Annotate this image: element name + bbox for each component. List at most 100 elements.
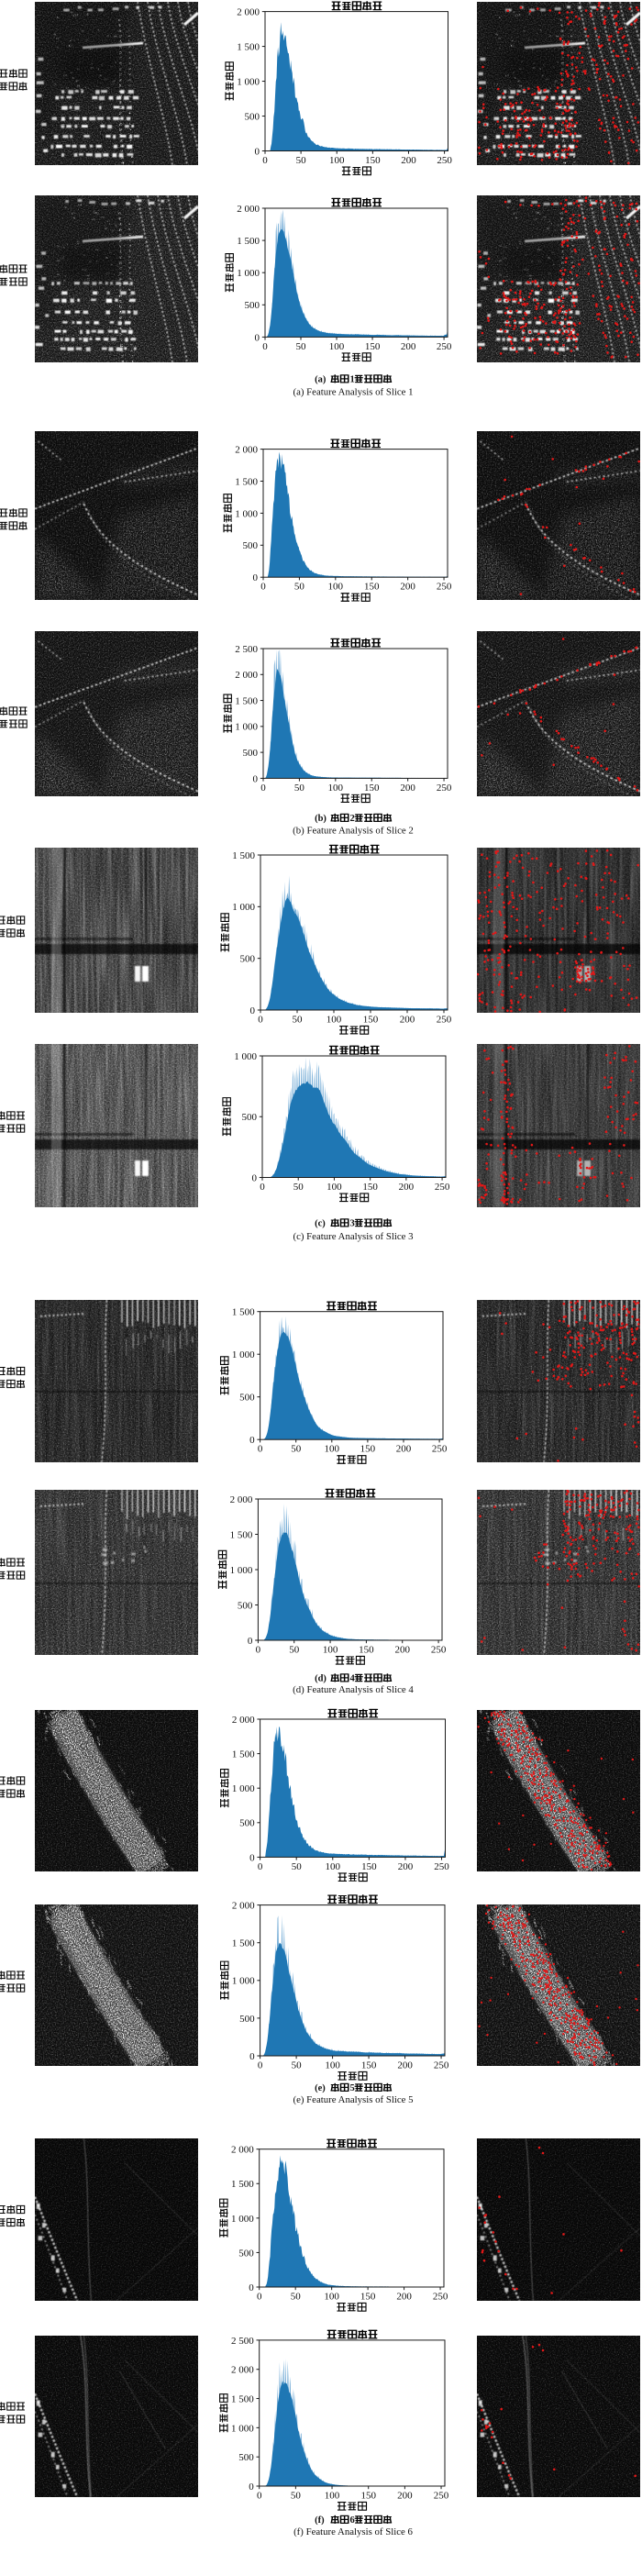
svg-text:250: 250 <box>437 341 452 352</box>
svg-text:(b) Feature Analysis of Slice: (b) Feature Analysis of Slice 2 <box>293 826 414 837</box>
svg-text:0: 0 <box>258 2060 263 2071</box>
svg-text:1 500: 1 500 <box>232 850 255 861</box>
svg-text:2 000: 2 000 <box>232 1715 255 1726</box>
svg-text:150: 150 <box>360 1444 376 1455</box>
svg-text:2 000: 2 000 <box>237 7 260 18</box>
svg-text:250: 250 <box>432 1444 448 1455</box>
svg-text:0: 0 <box>248 1636 253 1647</box>
svg-text:500: 500 <box>239 1818 255 1829</box>
svg-text:0: 0 <box>260 1182 265 1193</box>
svg-text:3: 3 <box>350 1219 355 1229</box>
svg-text:50: 50 <box>292 2060 303 2071</box>
svg-text:250: 250 <box>433 2292 448 2303</box>
svg-text:0: 0 <box>255 146 260 157</box>
svg-text:500: 500 <box>238 2248 254 2259</box>
svg-text:0: 0 <box>257 2292 262 2303</box>
svg-text:50: 50 <box>292 1861 303 1872</box>
svg-text:2 000: 2 000 <box>232 1901 255 1912</box>
svg-text:200: 200 <box>394 1645 410 1656</box>
svg-text:150: 150 <box>361 2060 377 2071</box>
svg-text:200: 200 <box>401 155 416 166</box>
svg-text:0: 0 <box>260 582 266 593</box>
svg-text:250: 250 <box>434 1861 449 1872</box>
svg-text:0: 0 <box>257 2491 262 2502</box>
svg-text:1 500: 1 500 <box>231 2179 254 2190</box>
svg-text:(c) Feature Analysis of Slice: (c) Feature Analysis of Slice 3 <box>293 1231 413 1242</box>
svg-text:200: 200 <box>396 1444 412 1455</box>
svg-text:250: 250 <box>437 155 452 166</box>
svg-text:2 000: 2 000 <box>237 204 260 215</box>
svg-text:50: 50 <box>296 341 307 352</box>
svg-text:200: 200 <box>399 1182 415 1193</box>
svg-text:(f): (f) <box>315 2515 325 2526</box>
svg-text:250: 250 <box>437 1015 452 1026</box>
svg-text:1 000: 1 000 <box>231 2214 254 2225</box>
svg-text:150: 150 <box>360 2292 376 2303</box>
svg-text:250: 250 <box>431 1645 447 1656</box>
svg-text:100: 100 <box>329 155 345 166</box>
svg-text:1 500: 1 500 <box>237 236 260 247</box>
svg-text:(a) Feature Analysis of Slice: (a) Feature Analysis of Slice 1 <box>293 387 413 398</box>
svg-text:0: 0 <box>262 341 268 352</box>
svg-text:150: 150 <box>364 783 380 794</box>
svg-text:50: 50 <box>289 1645 300 1656</box>
svg-text:0: 0 <box>258 1444 263 1455</box>
svg-text:150: 150 <box>365 155 381 166</box>
svg-text:1 000: 1 000 <box>237 268 260 279</box>
svg-text:500: 500 <box>242 1112 258 1123</box>
svg-text:500: 500 <box>245 300 260 311</box>
svg-text:1 000: 1 000 <box>230 1565 253 1576</box>
svg-text:(a): (a) <box>315 375 327 385</box>
svg-text:2: 2 <box>350 814 355 824</box>
svg-text:1 000: 1 000 <box>231 2423 254 2434</box>
svg-text:0: 0 <box>249 1852 255 1863</box>
svg-text:1 000: 1 000 <box>232 902 255 913</box>
svg-text:100: 100 <box>328 582 344 593</box>
svg-text:1 000: 1 000 <box>232 1349 255 1360</box>
svg-text:100: 100 <box>325 1444 340 1455</box>
svg-text:1 500: 1 500 <box>232 1307 255 1318</box>
svg-text:1 000: 1 000 <box>232 1783 255 1794</box>
svg-text:150: 150 <box>362 1182 378 1193</box>
svg-text:(f) Feature Analysis of Slice: (f) Feature Analysis of Slice 6 <box>293 2526 413 2537</box>
svg-text:2 000: 2 000 <box>235 445 258 456</box>
svg-text:100: 100 <box>329 341 345 352</box>
svg-text:100: 100 <box>327 1015 342 1026</box>
svg-text:2 000: 2 000 <box>231 2145 254 2156</box>
svg-text:250: 250 <box>435 1182 450 1193</box>
svg-text:200: 200 <box>397 2060 413 2071</box>
svg-text:0: 0 <box>255 332 260 343</box>
svg-text:1 500: 1 500 <box>235 476 258 487</box>
svg-text:150: 150 <box>360 2491 376 2502</box>
svg-text:2 500: 2 500 <box>235 644 258 655</box>
svg-text:4: 4 <box>350 1674 356 1684</box>
svg-text:1 500: 1 500 <box>232 1938 255 1949</box>
svg-text:150: 150 <box>361 1861 377 1872</box>
svg-text:1: 1 <box>350 375 355 385</box>
svg-text:6: 6 <box>350 2515 355 2526</box>
svg-text:200: 200 <box>398 1861 414 1872</box>
svg-text:100: 100 <box>327 1182 342 1193</box>
svg-text:1 000: 1 000 <box>232 1976 255 1987</box>
svg-text:(e): (e) <box>315 2083 326 2093</box>
svg-text:0: 0 <box>252 1172 258 1183</box>
svg-text:50: 50 <box>296 155 307 166</box>
svg-text:2 000: 2 000 <box>230 1494 253 1505</box>
svg-text:250: 250 <box>434 2491 449 2502</box>
svg-text:500: 500 <box>239 2014 255 2025</box>
svg-text:250: 250 <box>437 582 452 593</box>
svg-text:5: 5 <box>350 2083 355 2093</box>
svg-text:0: 0 <box>249 2282 254 2293</box>
svg-text:200: 200 <box>400 1015 415 1026</box>
svg-text:1 000: 1 000 <box>237 77 260 88</box>
svg-text:2 000: 2 000 <box>235 670 258 681</box>
svg-text:150: 150 <box>359 1645 374 1656</box>
svg-text:0: 0 <box>260 783 266 794</box>
svg-text:500: 500 <box>239 1393 255 1404</box>
svg-text:150: 150 <box>364 582 380 593</box>
svg-text:150: 150 <box>365 341 381 352</box>
svg-text:100: 100 <box>323 1645 338 1656</box>
svg-text:50: 50 <box>291 2491 302 2502</box>
svg-text:0: 0 <box>256 1645 261 1656</box>
svg-text:(d) Feature Analysis of Slice: (d) Feature Analysis of Slice 4 <box>293 1684 414 1695</box>
